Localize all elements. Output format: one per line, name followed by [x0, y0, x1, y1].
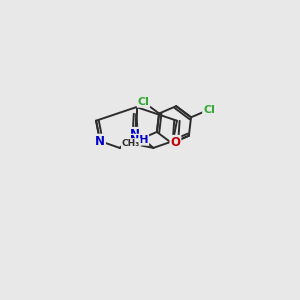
- Text: Cl: Cl: [203, 105, 215, 115]
- Text: O: O: [170, 136, 180, 149]
- Text: N: N: [130, 128, 140, 141]
- Text: N: N: [95, 135, 105, 148]
- Text: CH₃: CH₃: [122, 139, 140, 148]
- Text: Cl: Cl: [137, 97, 149, 107]
- Text: NH: NH: [130, 135, 148, 145]
